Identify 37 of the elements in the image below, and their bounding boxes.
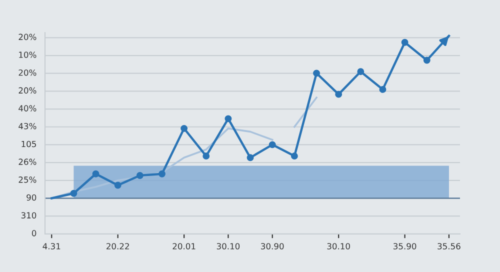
point: [423, 56, 430, 64]
text: 20%: [18, 69, 36, 76]
text: 26%: [18, 158, 36, 165]
point: [70, 190, 78, 197]
x-tick-label: 4.31: [42, 243, 60, 250]
x-tick-label: 35.90: [394, 243, 416, 250]
point: [379, 86, 386, 93]
point: [335, 90, 342, 98]
text: 43%: [18, 122, 36, 130]
x-tick-label: 30.10: [216, 243, 240, 250]
text: 20%: [18, 34, 36, 40]
text: 20%: [18, 87, 36, 94]
point: [290, 152, 298, 160]
point: [202, 152, 210, 160]
point: [401, 38, 408, 46]
point: [268, 141, 276, 148]
point: [246, 154, 254, 162]
point: [357, 68, 364, 76]
x-tick-label: 35.56: [438, 243, 460, 250]
text: 105: [22, 140, 36, 148]
text: 10%: [19, 52, 36, 58]
point: [180, 124, 188, 132]
point: [114, 182, 122, 189]
x-tick-label: 30.10: [327, 243, 350, 250]
text: 90: [26, 194, 36, 201]
point: [158, 170, 166, 178]
x-tick-label: 20.01: [172, 243, 196, 250]
point: [92, 170, 100, 178]
point: [136, 172, 144, 179]
point: [313, 70, 320, 77]
text: 310: [21, 212, 36, 218]
x-tick-label: 20.22: [106, 243, 129, 250]
text: 25%: [18, 176, 36, 183]
text: 0: [32, 230, 36, 236]
x-tick-label: 30.90: [261, 243, 284, 250]
point: [224, 115, 232, 122]
text: 40%: [18, 105, 36, 112]
